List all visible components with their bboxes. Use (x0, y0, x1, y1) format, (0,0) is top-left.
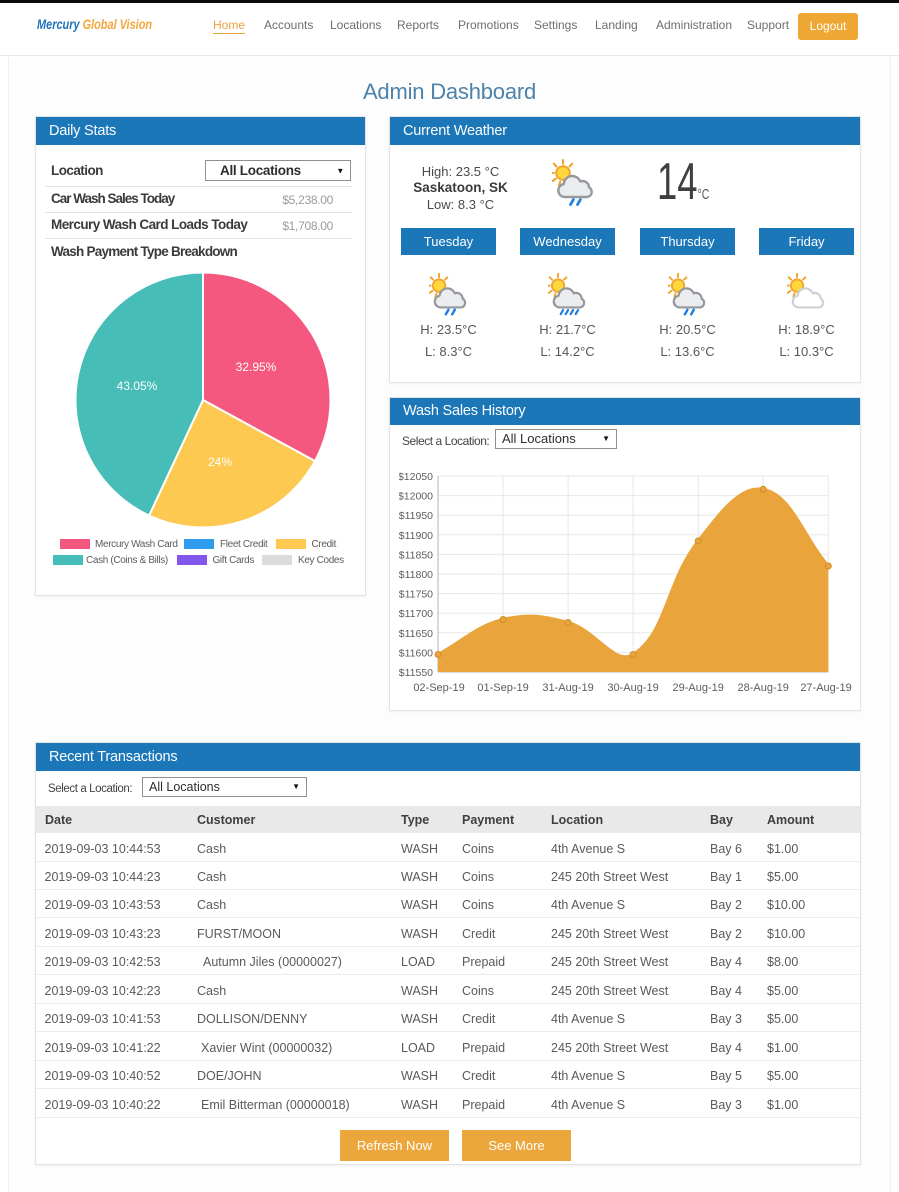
svg-text:$12000: $12000 (399, 491, 433, 503)
svg-text:$11900: $11900 (399, 530, 433, 542)
svg-text:24%: 24% (208, 455, 232, 469)
svg-text:30-Aug-19: 30-Aug-19 (607, 682, 658, 694)
svg-text:27-Aug-19: 27-Aug-19 (800, 682, 851, 694)
svg-text:01-Sep-19: 01-Sep-19 (477, 682, 528, 694)
svg-text:$11550: $11550 (399, 667, 433, 679)
svg-text:31-Aug-19: 31-Aug-19 (542, 682, 593, 694)
svg-text:$11750: $11750 (399, 589, 433, 601)
svg-text:$11950: $11950 (399, 510, 433, 522)
svg-text:$12050: $12050 (399, 471, 433, 483)
svg-text:02-Sep-19: 02-Sep-19 (413, 682, 464, 694)
svg-text:$11650: $11650 (399, 628, 433, 640)
svg-text:$11700: $11700 (399, 608, 433, 620)
svg-text:43.05%: 43.05% (117, 379, 158, 393)
svg-text:28-Aug-19: 28-Aug-19 (738, 682, 789, 694)
svg-text:$11600: $11600 (399, 647, 433, 659)
svg-text:32.95%: 32.95% (236, 360, 277, 374)
svg-text:$11850: $11850 (399, 549, 433, 561)
svg-text:29-Aug-19: 29-Aug-19 (673, 682, 724, 694)
svg-text:$11800: $11800 (399, 569, 433, 581)
